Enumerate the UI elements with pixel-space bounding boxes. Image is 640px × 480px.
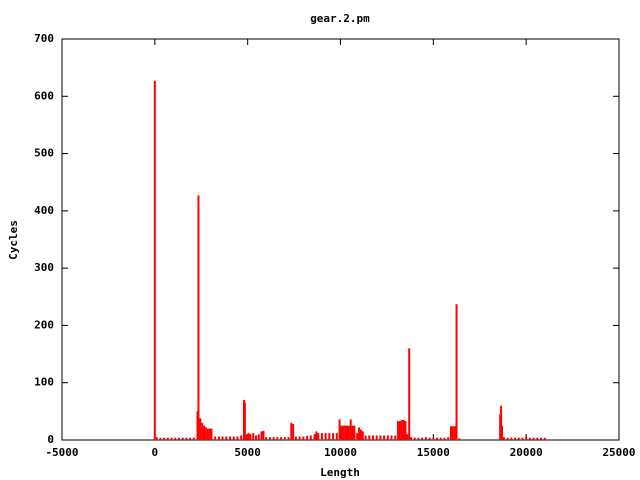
chart-title: gear.2.pm — [310, 12, 370, 25]
y-tick-label: 400 — [34, 204, 54, 217]
x-axis-label: Length — [320, 466, 360, 479]
y-tick-label: 700 — [34, 32, 54, 45]
x-tick-label: 10000 — [324, 446, 357, 459]
x-tick-label: 15000 — [417, 446, 450, 459]
y-tick-label: 0 — [47, 433, 54, 446]
y-tick-label: 300 — [34, 261, 54, 274]
y-axis-label: Cycles — [7, 220, 20, 260]
x-tick-label: 0 — [152, 446, 159, 459]
x-tick-label: 25000 — [602, 446, 635, 459]
x-tick-label: -5000 — [45, 446, 78, 459]
x-tick-label: 20000 — [510, 446, 543, 459]
plot-border — [61, 38, 620, 441]
x-tick-label: 5000 — [234, 446, 261, 459]
y-tick-label: 100 — [34, 376, 54, 389]
y-tick-label: 200 — [34, 318, 54, 331]
y-tick-label: 600 — [34, 89, 54, 102]
y-tick-label: 500 — [34, 147, 54, 160]
